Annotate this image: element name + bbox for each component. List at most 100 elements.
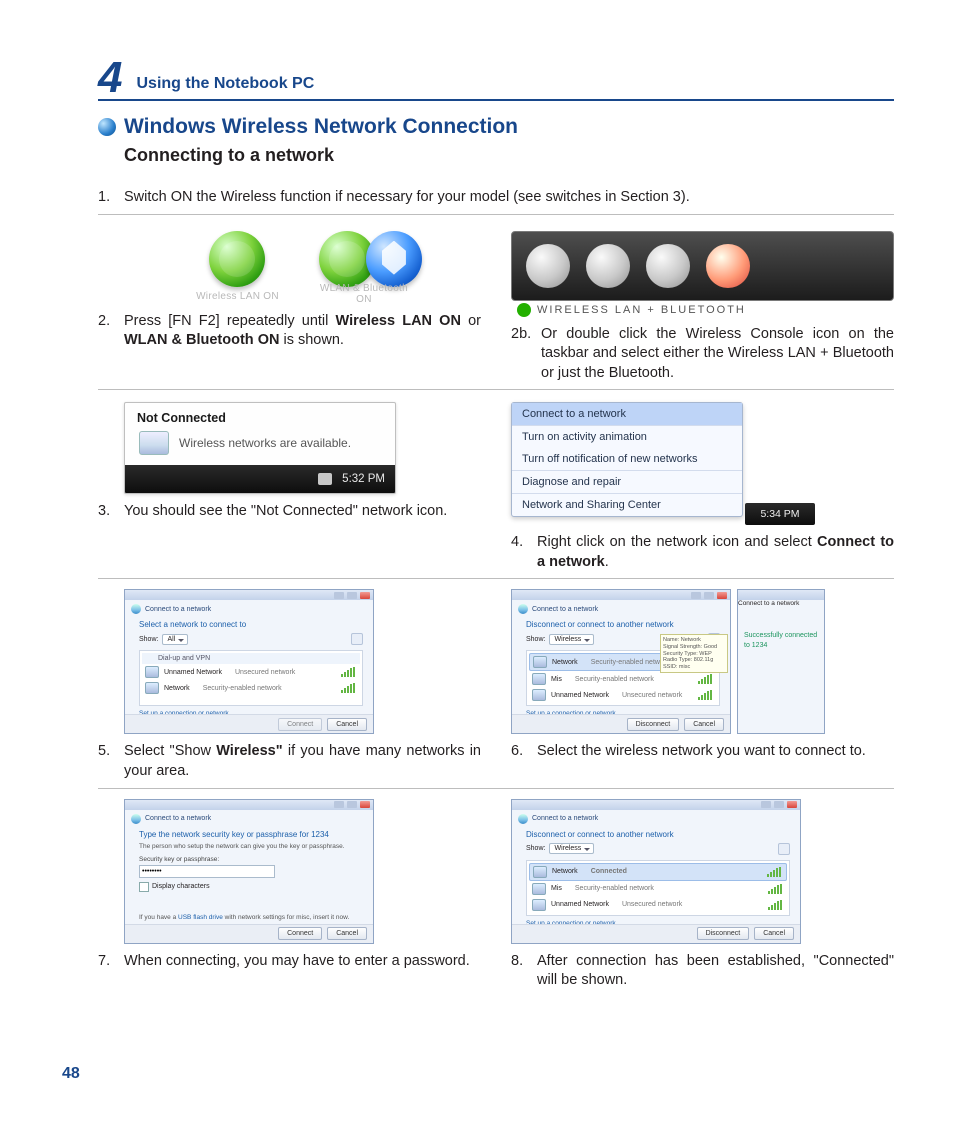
show-dropdown[interactable]: Wireless — [549, 634, 594, 645]
refresh-button[interactable] — [351, 633, 363, 645]
manual-page: 4 Using the Notebook PC Windows Wireless… — [0, 0, 954, 1141]
dialog-title: Connect to a network — [145, 606, 211, 613]
network-icon — [532, 673, 546, 685]
close-button[interactable] — [360, 801, 370, 808]
cancel-button[interactable]: Cancel — [327, 927, 367, 940]
network-name[interactable]: Unnamed Network — [551, 692, 609, 699]
network-list: Dial-up and VPN Unnamed NetworkUnsecured… — [139, 650, 363, 706]
menu-item-notification[interactable]: Turn off notification of new networks — [512, 448, 742, 470]
refresh-button[interactable] — [778, 843, 790, 855]
check-icon — [517, 303, 531, 317]
network-tooltip: Name: Network Signal Strength: Good Secu… — [660, 634, 728, 673]
dialog-subtext: The person who setup the network can giv… — [139, 843, 363, 850]
signal-icon — [341, 683, 357, 693]
network-name[interactable]: Network — [552, 659, 578, 666]
maximize-button[interactable] — [704, 592, 714, 599]
network-icon — [532, 899, 546, 911]
menu-item-sharing-center[interactable]: Network and Sharing Center — [512, 494, 742, 516]
network-icon — [532, 883, 546, 895]
taskbar-clock: 5:34 PM — [745, 503, 815, 525]
network-name[interactable]: Mis — [551, 885, 562, 892]
back-icon[interactable] — [131, 604, 141, 614]
connected-dialog: Connect to a network Disconnect or conne… — [511, 799, 801, 944]
dialog-prompt: Select a network to connect to — [139, 620, 363, 629]
signal-icon — [341, 667, 357, 677]
step-7: 7. When connecting, you may have to ente… — [98, 952, 481, 972]
maximize-button[interactable] — [347, 592, 357, 599]
network-icon — [145, 666, 159, 678]
bluetooth-icon — [646, 244, 690, 288]
password-dialog: Connect to a network Type the network se… — [124, 799, 374, 944]
usb-link[interactable]: USB flash drive — [178, 914, 223, 921]
maximize-button[interactable] — [774, 801, 784, 808]
step-number: 4. — [511, 533, 537, 572]
balloon-title: Not Connected — [125, 403, 395, 427]
network-icon — [533, 866, 547, 878]
network-name[interactable]: Unnamed Network — [551, 901, 609, 908]
close-button[interactable] — [787, 801, 797, 808]
dropdown-option[interactable]: Dial-up and VPN — [158, 655, 210, 662]
show-label: Show: — [526, 845, 545, 852]
step-text: When connecting, you may have to enter a… — [124, 952, 481, 972]
step-6-figure: Connect to a network Disconnect or conne… — [511, 589, 894, 734]
wlan-bt-on-label: WLAN & Bluetooth ON — [319, 283, 409, 305]
step-2-figure: Wireless LAN ON WLAN & Bluetooth ON — [124, 225, 481, 304]
disconnect-button[interactable]: Disconnect — [697, 927, 750, 940]
balloon-text: Wireless networks are available. — [179, 436, 351, 450]
taskbar-clock: 5:32 PM — [342, 473, 385, 485]
cancel-button[interactable]: Cancel — [327, 718, 367, 731]
dialog-prompt: Disconnect or connect to another network — [526, 830, 790, 839]
usb-hint: If you have a USB flash drive with netwo… — [139, 914, 363, 921]
minimize-button[interactable] — [334, 801, 344, 808]
section-heading-row: Windows Wireless Network Connection — [98, 115, 894, 139]
lan-icon — [586, 244, 630, 288]
signal-icon — [767, 867, 783, 877]
chapter-header: 4 Using the Notebook PC — [98, 60, 894, 101]
close-button[interactable] — [360, 592, 370, 599]
network-name[interactable]: Network — [552, 868, 578, 875]
step-6: 6. Select the wireless network you want … — [511, 742, 894, 762]
step-number: 2. — [98, 312, 124, 351]
cancel-button[interactable]: Cancel — [684, 718, 724, 731]
step-text: Switch ON the Wireless function if neces… — [124, 188, 894, 208]
tray-network-icon[interactable] — [318, 473, 332, 485]
show-dropdown[interactable]: Wireless — [549, 843, 594, 854]
back-icon[interactable] — [518, 604, 528, 614]
network-name[interactable]: Unnamed Network — [164, 669, 222, 676]
wlan-on-label: Wireless LAN ON — [196, 291, 279, 302]
network-name[interactable]: Network — [164, 685, 190, 692]
display-chars-checkbox[interactable]: Display characters — [139, 882, 363, 892]
network-icon — [533, 656, 547, 668]
close-button[interactable] — [717, 592, 727, 599]
connect-button[interactable]: Connect — [278, 718, 322, 731]
connected-label: Connected — [591, 868, 627, 875]
globe-icon — [98, 118, 116, 136]
success-message: Successfully connected to 1234 — [738, 607, 824, 675]
step-5-6-row: Connect to a network Select a network to… — [98, 585, 894, 788]
menu-item-connect[interactable]: Connect to a network — [512, 403, 742, 425]
context-menu-figure: Connect to a network Turn on activity an… — [511, 396, 894, 525]
disconnect-button[interactable]: Disconnect — [627, 718, 680, 731]
minimize-button[interactable] — [691, 592, 701, 599]
step-number: 1. — [98, 188, 124, 208]
minimize-button[interactable] — [761, 801, 771, 808]
minimize-button[interactable] — [334, 592, 344, 599]
connect-dialog: Connect to a network Disconnect or conne… — [511, 589, 731, 734]
maximize-button[interactable] — [347, 801, 357, 808]
network-icon — [139, 431, 169, 455]
password-input[interactable] — [139, 865, 275, 878]
network-icon — [532, 689, 546, 701]
step-text: Press [FN F2] repeatedly until Wireless … — [124, 312, 481, 351]
connect-button[interactable]: Connect — [278, 927, 322, 940]
back-icon[interactable] — [131, 814, 141, 824]
back-icon[interactable] — [518, 814, 528, 824]
show-dropdown[interactable]: All — [162, 634, 188, 645]
menu-item-diagnose[interactable]: Diagnose and repair — [512, 471, 742, 493]
menu-item-animation[interactable]: Turn on activity animation — [512, 426, 742, 448]
network-name[interactable]: Mis — [551, 676, 562, 683]
network-icon — [145, 682, 159, 694]
signal-icon — [698, 674, 714, 684]
cancel-button[interactable]: Cancel — [754, 927, 794, 940]
step-4: 4. Right click on the network icon and s… — [511, 533, 894, 572]
step-5-figure: Connect to a network Select a network to… — [124, 589, 481, 734]
